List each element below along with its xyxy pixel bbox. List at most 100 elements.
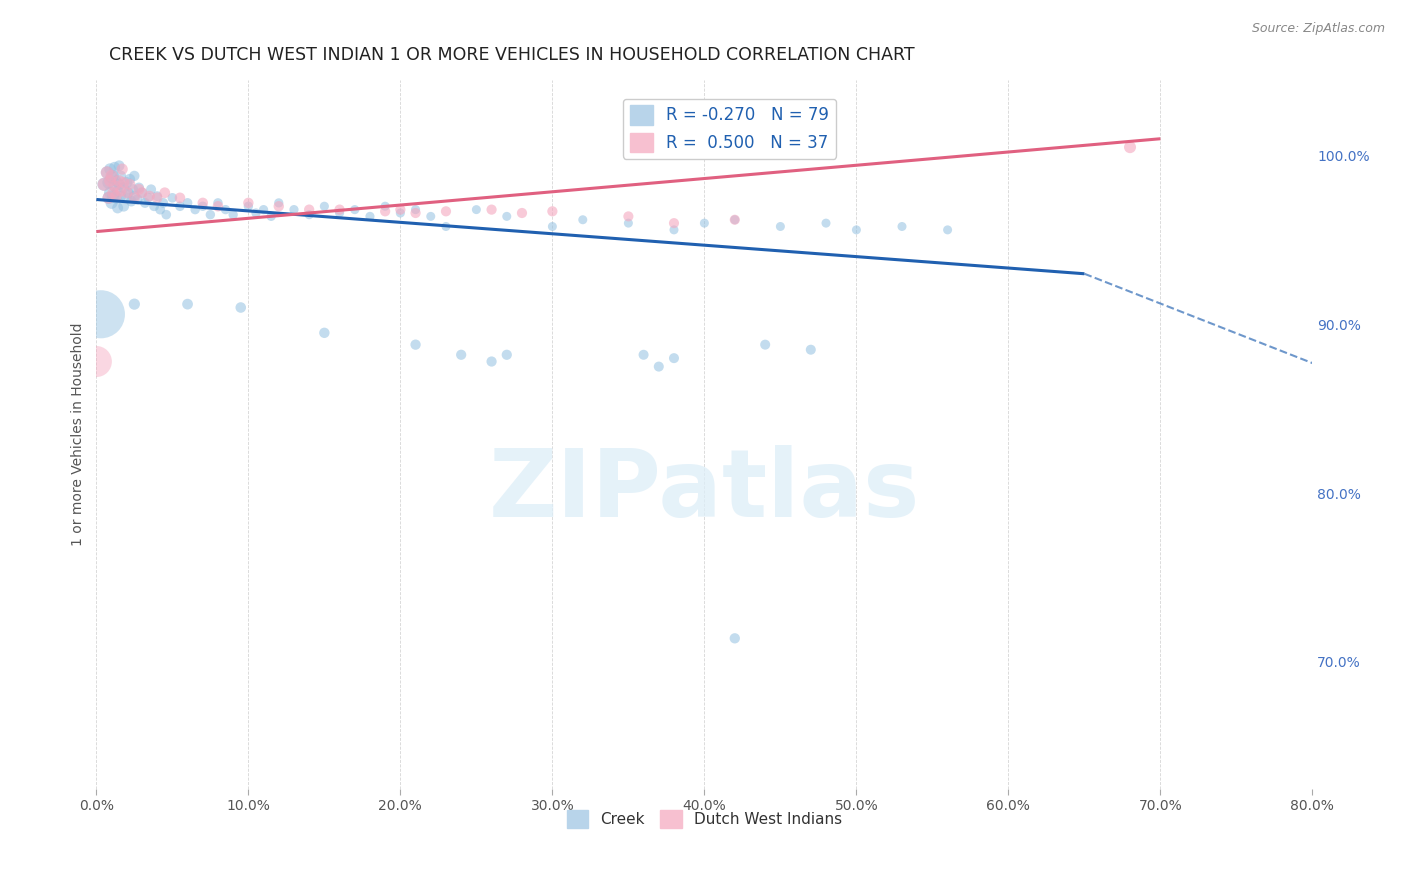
Point <box>131 186 153 200</box>
Point <box>112 180 135 194</box>
Point <box>127 193 149 207</box>
Point <box>169 191 191 205</box>
Point <box>724 632 747 646</box>
Point <box>162 191 184 205</box>
Point <box>617 210 640 224</box>
Point <box>101 189 124 203</box>
Point <box>117 186 139 200</box>
Point <box>662 223 685 237</box>
Point <box>314 326 336 340</box>
Point <box>108 174 131 188</box>
Point <box>343 202 366 217</box>
Point <box>662 216 685 230</box>
Point <box>176 297 198 311</box>
Legend: Creek, Dutch West Indians: Creek, Dutch West Indians <box>561 805 848 834</box>
Point <box>100 170 122 185</box>
Point <box>101 169 124 183</box>
Point <box>101 186 124 200</box>
Point <box>107 201 129 215</box>
Point <box>495 348 517 362</box>
Point <box>96 165 118 179</box>
Point <box>222 208 245 222</box>
Point <box>405 337 427 351</box>
Point <box>724 212 747 227</box>
Point <box>936 223 959 237</box>
Point <box>124 297 146 311</box>
Point <box>267 199 290 213</box>
Point <box>434 219 457 234</box>
Point <box>121 182 143 196</box>
Point <box>124 191 146 205</box>
Point <box>207 199 229 213</box>
Point <box>298 208 321 222</box>
Point <box>134 195 156 210</box>
Point <box>96 165 118 179</box>
Point <box>238 195 260 210</box>
Point <box>138 189 160 203</box>
Point <box>238 199 260 213</box>
Point <box>252 202 274 217</box>
Point <box>571 212 593 227</box>
Point <box>374 204 396 219</box>
Point <box>359 210 381 224</box>
Point <box>754 337 776 351</box>
Point <box>100 195 122 210</box>
Point <box>124 189 146 203</box>
Point <box>298 202 321 217</box>
Point <box>405 202 427 217</box>
Point <box>118 172 141 186</box>
Point <box>93 178 115 192</box>
Point <box>419 210 441 224</box>
Point <box>112 176 135 190</box>
Y-axis label: 1 or more Vehicles in Household: 1 or more Vehicles in Household <box>72 322 86 546</box>
Point <box>200 208 222 222</box>
Point <box>104 161 127 175</box>
Point <box>110 169 132 183</box>
Point <box>617 216 640 230</box>
Point <box>105 174 128 188</box>
Point <box>90 307 112 321</box>
Point <box>633 348 655 362</box>
Point <box>283 202 305 217</box>
Point <box>152 195 174 210</box>
Point <box>98 174 121 188</box>
Point <box>229 301 252 315</box>
Point <box>510 206 533 220</box>
Point <box>97 191 120 205</box>
Point <box>648 359 671 374</box>
Point <box>465 202 488 217</box>
Point <box>146 191 169 205</box>
Point <box>389 202 412 217</box>
Point <box>104 179 127 194</box>
Point <box>115 176 138 190</box>
Point <box>107 184 129 198</box>
Point <box>405 206 427 220</box>
Point <box>207 195 229 210</box>
Point <box>184 202 207 217</box>
Point <box>115 186 138 200</box>
Point <box>128 180 150 194</box>
Point <box>260 210 283 224</box>
Point <box>541 204 564 219</box>
Point <box>98 186 121 200</box>
Point <box>800 343 823 357</box>
Text: ZIPatlas: ZIPatlas <box>489 445 920 537</box>
Point <box>111 162 134 177</box>
Point <box>891 219 914 234</box>
Point <box>314 199 336 213</box>
Point <box>191 199 214 213</box>
Point <box>104 179 127 194</box>
Point <box>495 210 517 224</box>
Point <box>139 182 162 196</box>
Point <box>481 202 503 217</box>
Point <box>105 189 128 203</box>
Point <box>769 219 792 234</box>
Point <box>169 199 191 213</box>
Point <box>329 202 352 217</box>
Point <box>110 184 132 198</box>
Point <box>541 219 564 234</box>
Point <box>110 189 132 203</box>
Point <box>267 195 290 210</box>
Point <box>118 178 141 192</box>
Point <box>115 191 138 205</box>
